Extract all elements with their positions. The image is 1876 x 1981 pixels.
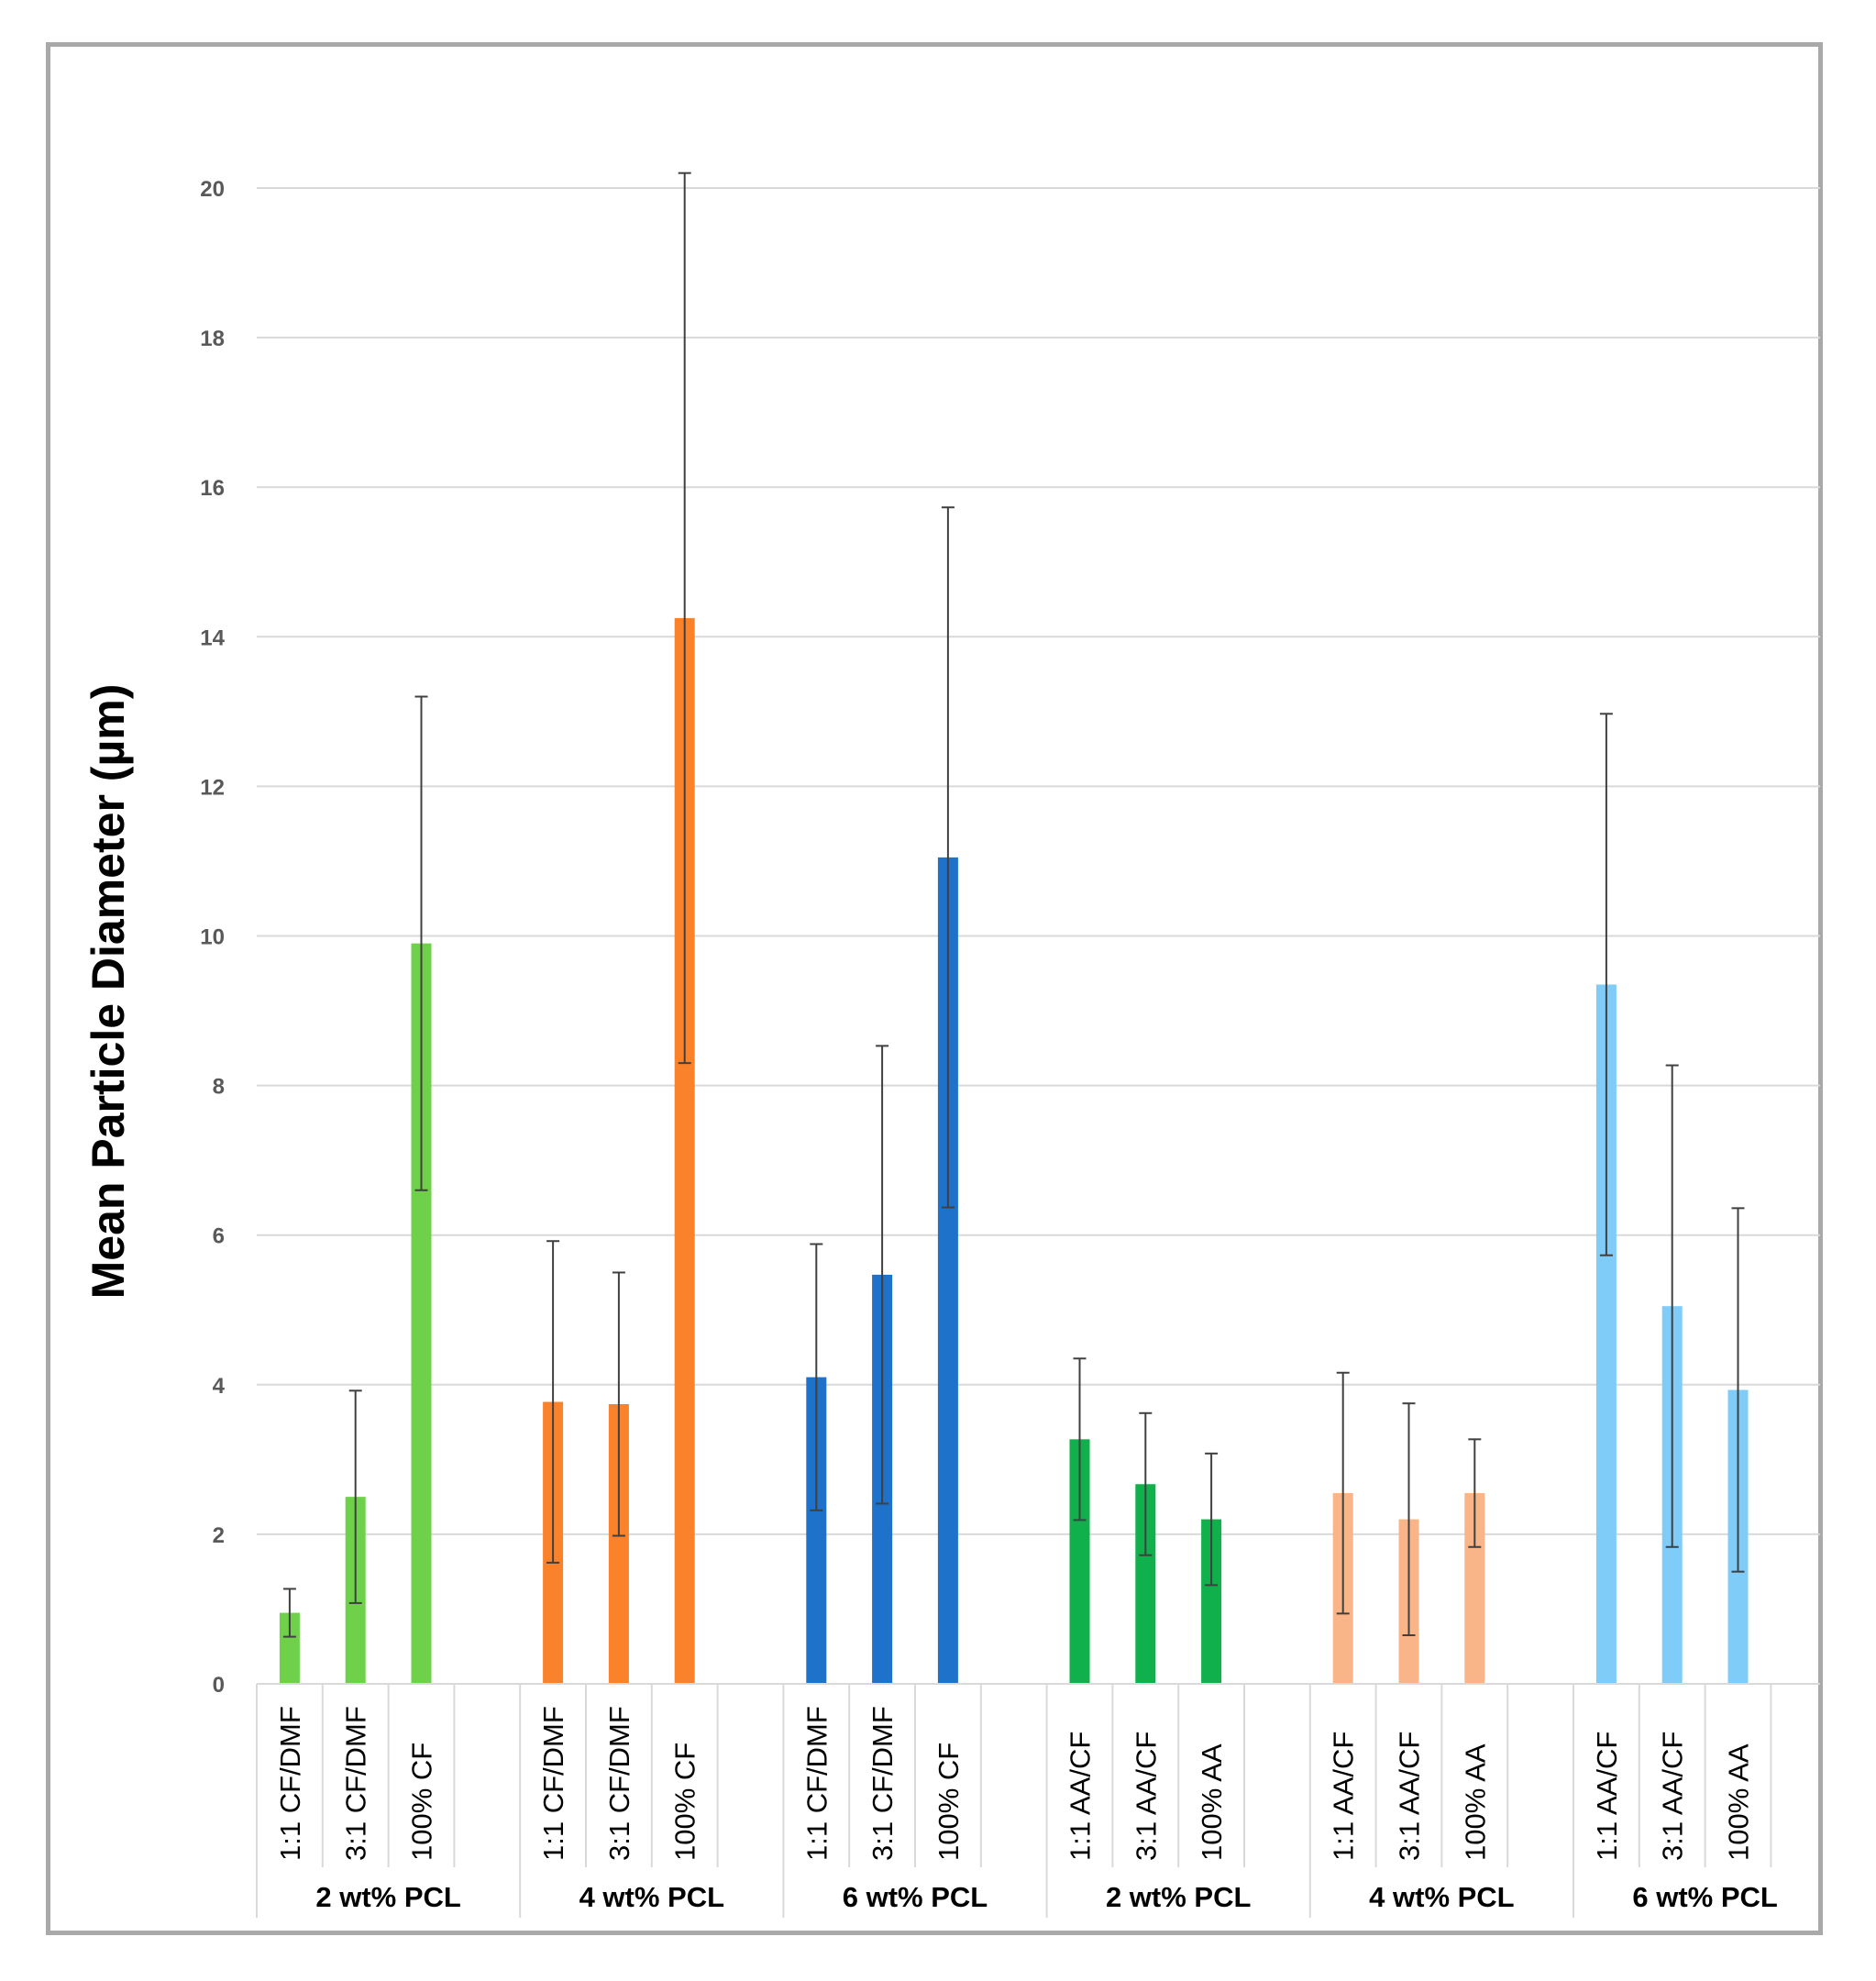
y-tick-label: 2 — [213, 1523, 225, 1548]
category-label: 100% CF — [669, 1743, 701, 1861]
group-label: 4 wt% PCL — [1369, 1881, 1514, 1913]
y-tick-label: 16 — [200, 476, 225, 501]
category-axis: 1:1 CF/DMF 3:1 CF/DMF 100% CF 2 wt% PCL 1:1 … — [256, 1683, 1820, 1918]
category-label: 1:1 CF/DMF — [274, 1706, 306, 1861]
bar — [674, 617, 695, 1684]
bar — [1464, 1493, 1485, 1684]
bar — [937, 857, 958, 1684]
bar — [1201, 1519, 1222, 1684]
category-label: 1:1 CF/DMF — [537, 1706, 569, 1861]
y-tick-label: 12 — [200, 775, 225, 800]
y-tick-label: 14 — [200, 625, 225, 650]
group-label: 2 wt% PCL — [315, 1881, 460, 1913]
y-tick-label: 6 — [213, 1224, 225, 1249]
category-label: 100% CF — [932, 1743, 965, 1861]
category-label: 1:1 AA/CF — [1065, 1732, 1097, 1861]
group-label: 2 wt% PCL — [1106, 1881, 1251, 1913]
category-label: 100% AA — [1723, 1743, 1755, 1861]
bar — [608, 1404, 629, 1684]
category-label: 100% AA — [1459, 1743, 1491, 1861]
bar — [1135, 1484, 1156, 1684]
category-label: 3:1 CF/DMF — [603, 1706, 635, 1861]
category-label: 3:1 CF/DMF — [340, 1706, 372, 1861]
y-tick-label: 0 — [213, 1673, 225, 1698]
category-label: 3:1 AA/CF — [1130, 1732, 1162, 1861]
bar — [279, 1612, 300, 1684]
y-tick-label: 10 — [200, 925, 225, 950]
bar — [1595, 984, 1617, 1684]
y-tick-label: 4 — [213, 1374, 226, 1399]
bar-chart: 1:1 CF/DMF 3:1 CF/DMF 100% CF 2 wt% PCL 1:1 … — [83, 172, 1820, 1918]
chart-frame: 1:1 CF/DMF 3:1 CF/DMF 100% CF 2 wt% PCL 1:1 … — [46, 42, 1823, 1935]
y-axis-title: Mean Particle Diameter (µm) — [83, 684, 134, 1300]
y-tick-labels: 0 2 4 6 8 10 12 14 16 18 20 — [200, 177, 225, 1698]
gridlines — [257, 187, 1820, 1535]
error-bars — [282, 172, 1745, 1638]
category-label: 3:1 AA/CF — [1394, 1732, 1426, 1861]
bar — [806, 1377, 827, 1684]
category-label: 1:1 CF/DMF — [800, 1706, 833, 1861]
category-label: 100% CF — [406, 1743, 438, 1861]
bar — [411, 943, 432, 1684]
y-tick-label: 20 — [200, 177, 225, 202]
group-label: 4 wt% PCL — [579, 1881, 724, 1913]
category-label: 1:1 AA/CF — [1328, 1732, 1360, 1861]
category-label: 3:1 CF/DMF — [866, 1706, 899, 1861]
group-label: 6 wt% PCL — [1632, 1881, 1777, 1913]
bars — [279, 617, 1749, 1684]
y-tick-label: 8 — [213, 1075, 225, 1100]
group-label: 6 wt% PCL — [843, 1881, 988, 1913]
category-label: 3:1 AA/CF — [1657, 1732, 1689, 1861]
bar — [1069, 1439, 1090, 1684]
category-label: 100% AA — [1196, 1743, 1228, 1861]
y-tick-label: 18 — [200, 326, 225, 351]
category-label: 1:1 AA/CF — [1591, 1732, 1623, 1861]
